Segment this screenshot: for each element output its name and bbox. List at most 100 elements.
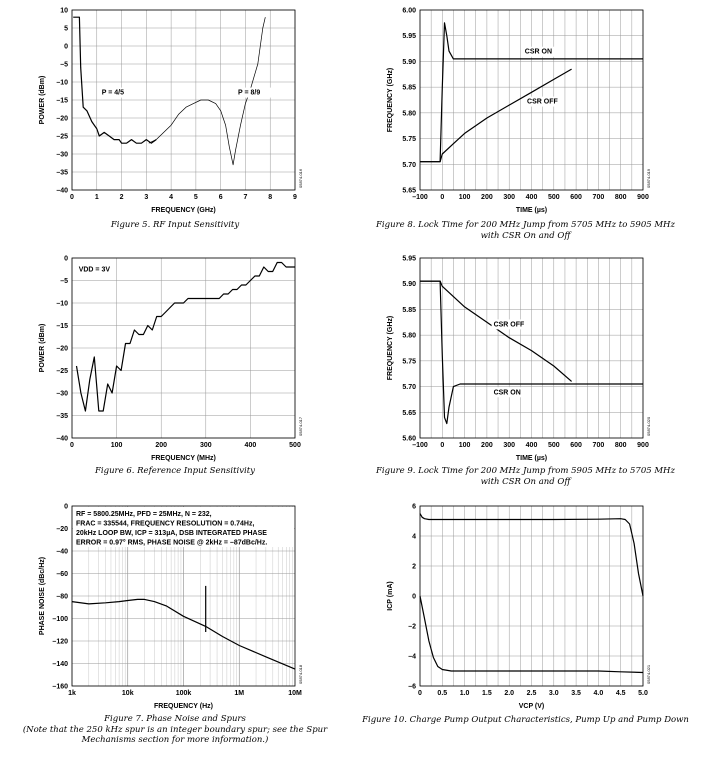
y-tick-label: –5 xyxy=(60,62,68,69)
plot-frame xyxy=(71,9,296,191)
y-tick-label: –160 xyxy=(52,684,68,691)
figure-7-panel: 0 –20 –40 –60 –80 –100 –120 –140 –160 1k 10k 100k 1M… xyxy=(0,496,350,759)
annotation-bg xyxy=(525,96,562,107)
x-tick-label: 1.0 xyxy=(460,690,470,697)
annotation-bg xyxy=(522,46,559,57)
y-tick-label: 5.75 xyxy=(402,358,416,365)
figure-5-caption: Figure 5. RF Input Sensitivity xyxy=(110,220,240,230)
y-tick-label: –20 xyxy=(56,526,68,533)
y-tick-label: 5.85 xyxy=(402,85,416,92)
x-tick-label: 900 xyxy=(637,442,649,449)
y-tick-label: 5.90 xyxy=(402,281,416,288)
y-axis-label: ICP (mA) xyxy=(387,581,394,610)
figure-9-panel: 5.95 5.90 5.85 5.80 5.75 5.70 5.65 5.60 –100 0 100… xyxy=(350,248,701,496)
figure-code: 05874-021 xyxy=(646,664,651,684)
annotation-bg xyxy=(76,264,115,275)
y-tick-label: –10 xyxy=(56,301,68,308)
y-axis-label: FREQUENCY (GHz) xyxy=(387,316,394,380)
x-tick-label: 400 xyxy=(526,194,538,201)
figure-9-caption-line2: with CSR On and Off xyxy=(480,476,571,487)
x-tick-label: 300 xyxy=(503,442,515,449)
figure-9-caption-line1: Figure 9. Lock Time for 200 MHz Jump fro… xyxy=(376,466,675,476)
x-axis-label: FREQUENCY (Hz) xyxy=(154,703,213,710)
figure-8-caption: Figure 8. Lock Time for 200 MHz Jump fro… xyxy=(350,220,701,241)
annotation-bg xyxy=(236,87,273,98)
annotation-bg xyxy=(99,87,136,98)
y-tick-label: 5.65 xyxy=(402,188,416,195)
y-tick-label: 5.95 xyxy=(402,256,416,263)
x-tick-label: 800 xyxy=(615,442,627,449)
series-line-csr-on xyxy=(420,280,643,425)
x-tick-label: 500 xyxy=(289,442,301,449)
y-tick-label: –15 xyxy=(56,98,68,105)
y-tick-label: 10 xyxy=(60,8,68,15)
y-tick-label: –80 xyxy=(56,594,68,601)
x-tick-label: 2 xyxy=(120,194,124,201)
x-axis-label: VCP (V) xyxy=(519,703,545,710)
annotation-label: CSR ON xyxy=(494,389,521,396)
x-tick-label: 9 xyxy=(293,194,297,201)
y-tick-label: 5.60 xyxy=(402,436,416,443)
x-tick-label: –100 xyxy=(412,194,428,201)
y-axis-label: POWER (dBm) xyxy=(39,76,46,125)
y-tick-label: 5.75 xyxy=(402,136,416,143)
x-tick-label: 300 xyxy=(503,194,515,201)
figure-10-caption: Figure 10. Charge Pump Output Characteri… xyxy=(362,715,689,725)
y-tick-label: 5.70 xyxy=(402,162,416,169)
y-tick-label: 5.95 xyxy=(402,33,416,40)
y-tick-label: 0 xyxy=(64,256,68,263)
series-line-csr-off xyxy=(420,68,572,163)
y-tick-label: 6.00 xyxy=(402,8,416,15)
x-tick-label: 3.5 xyxy=(571,690,581,697)
y-tick-label: –30 xyxy=(56,152,68,159)
annotation-label: CSR OFF xyxy=(527,99,558,106)
y-tick-label: –40 xyxy=(56,549,68,556)
y-tick-label: –30 xyxy=(56,391,68,398)
series-line-pump-up xyxy=(419,513,644,597)
x-tick-label: 5 xyxy=(194,194,198,201)
y-tick-label: –5 xyxy=(60,278,68,285)
x-tick-label: 200 xyxy=(481,194,493,201)
x-axis-label: FREQUENCY (GHz) xyxy=(151,207,215,214)
figure-6-panel: 0 –5 –10 –15 –20 –25 –30 –35 –40 0 100 200 300 400 500… xyxy=(0,248,350,488)
figure-8-panel: 6.00 5.95 5.90 5.85 5.80 5.75 5.70 5.65 –100 0 100… xyxy=(350,0,701,248)
annotation-bg xyxy=(491,319,528,330)
annotation-line: FRAC = 335544, FREQUENCY RESOLUTION = 0.… xyxy=(76,521,254,528)
y-tick-label: 0 xyxy=(412,594,416,601)
annotation-label: P = 8/9 xyxy=(238,90,260,97)
grid-fig10 xyxy=(419,505,644,687)
x-tick-label: 900 xyxy=(637,194,649,201)
y-tick-label: –20 xyxy=(56,346,68,353)
annotation-label: CSR ON xyxy=(525,49,552,56)
x-tick-label: 6 xyxy=(219,194,223,201)
x-axis-label: TIME (µs) xyxy=(516,207,547,214)
y-tick-label: –20 xyxy=(56,116,68,123)
y-tick-label: –140 xyxy=(52,661,68,668)
y-axis-label: FREQUENCY (GHz) xyxy=(387,68,394,132)
series-line-csr-on xyxy=(420,22,643,163)
figure-9-caption: Figure 9. Lock Time for 200 MHz Jump fro… xyxy=(350,466,701,487)
x-tick-label: 100 xyxy=(459,194,471,201)
x-axis-label: TIME (µs) xyxy=(516,455,547,462)
x-tick-label: 4.5 xyxy=(616,690,626,697)
figure-code: 05874-019 xyxy=(646,168,651,188)
x-tick-label: 5.0 xyxy=(638,690,648,697)
y-tick-label: –35 xyxy=(56,170,68,177)
x-tick-label: 500 xyxy=(548,442,560,449)
x-tick-label: 3 xyxy=(144,194,148,201)
x-tick-label: 2.5 xyxy=(527,690,537,697)
annotation-box xyxy=(73,507,294,547)
x-tick-label: 1.5 xyxy=(482,690,492,697)
y-tick-label: –25 xyxy=(56,134,68,141)
x-tick-label: 8 xyxy=(268,194,272,201)
x-tick-label: 2.0 xyxy=(504,690,514,697)
y-tick-label: 5.85 xyxy=(402,307,416,314)
x-tick-label: 800 xyxy=(615,194,627,201)
x-tick-label: 10k xyxy=(122,690,134,697)
x-tick-label: 1M xyxy=(234,690,244,697)
y-tick-label: –4 xyxy=(408,654,416,661)
x-tick-label: 0 xyxy=(418,690,422,697)
y-tick-label: –40 xyxy=(56,436,68,443)
